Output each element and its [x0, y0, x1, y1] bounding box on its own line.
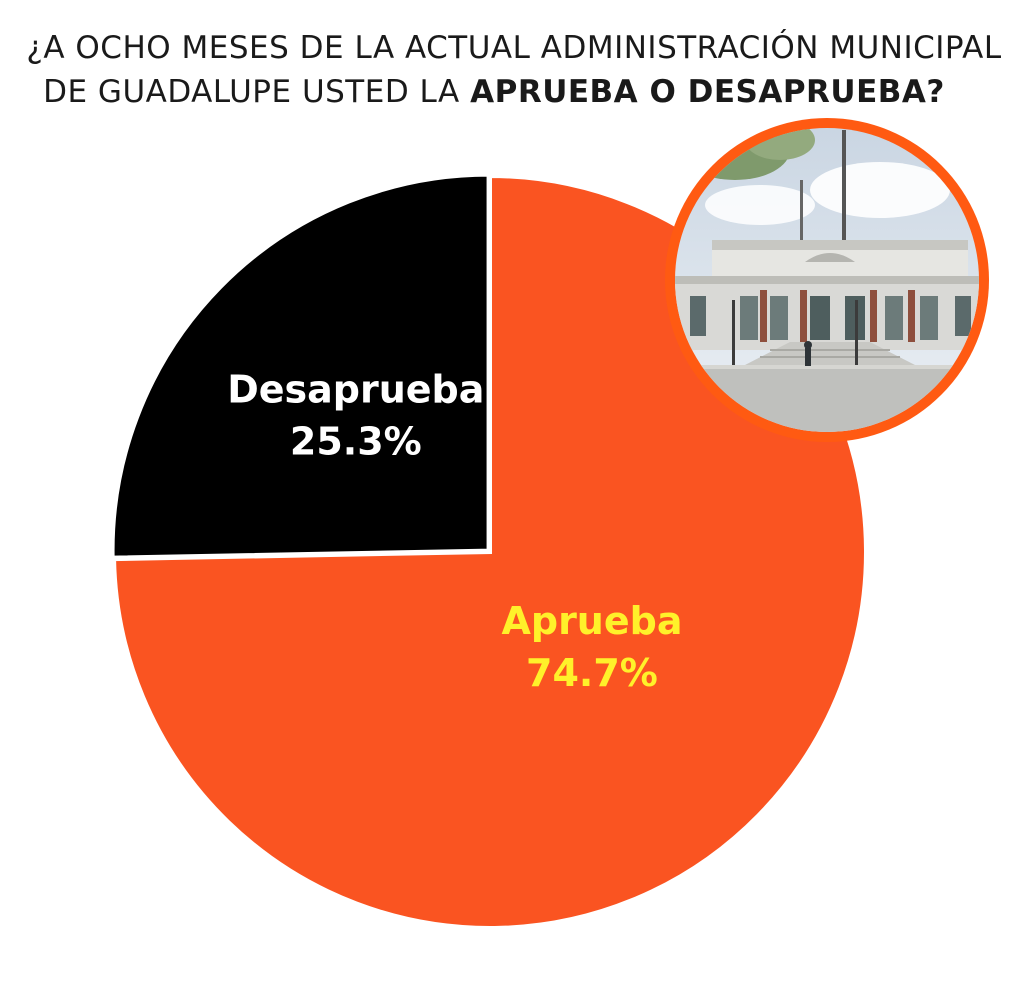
pie-slices: [110, 172, 868, 930]
slice-value-desaprueba: 25.3%: [290, 419, 422, 463]
title-line-2: DE GUADALUPE USTED LA APRUEBA O DESAPRUE…: [0, 70, 1028, 114]
city-hall-photo: [665, 118, 989, 442]
pie-slice-desaprueba: [110, 172, 491, 560]
chart-title: ¿A OCHO MESES DE LA ACTUAL ADMINISTRACIÓ…: [0, 26, 1028, 114]
pie-labels: Aprueba 74.7% Desaprueba 25.3%: [227, 367, 682, 695]
slice-value-aprueba: 74.7%: [526, 651, 658, 695]
title-line-2-bold: APRUEBA O DESAPRUEBA?: [470, 74, 945, 110]
title-line-1: ¿A OCHO MESES DE LA ACTUAL ADMINISTRACIÓ…: [26, 30, 1002, 66]
title-line-2-regular: DE GUADALUPE USTED LA: [43, 74, 471, 110]
slice-label-aprueba: Aprueba: [501, 599, 682, 643]
slice-label-desaprueba: Desaprueba: [227, 367, 484, 411]
